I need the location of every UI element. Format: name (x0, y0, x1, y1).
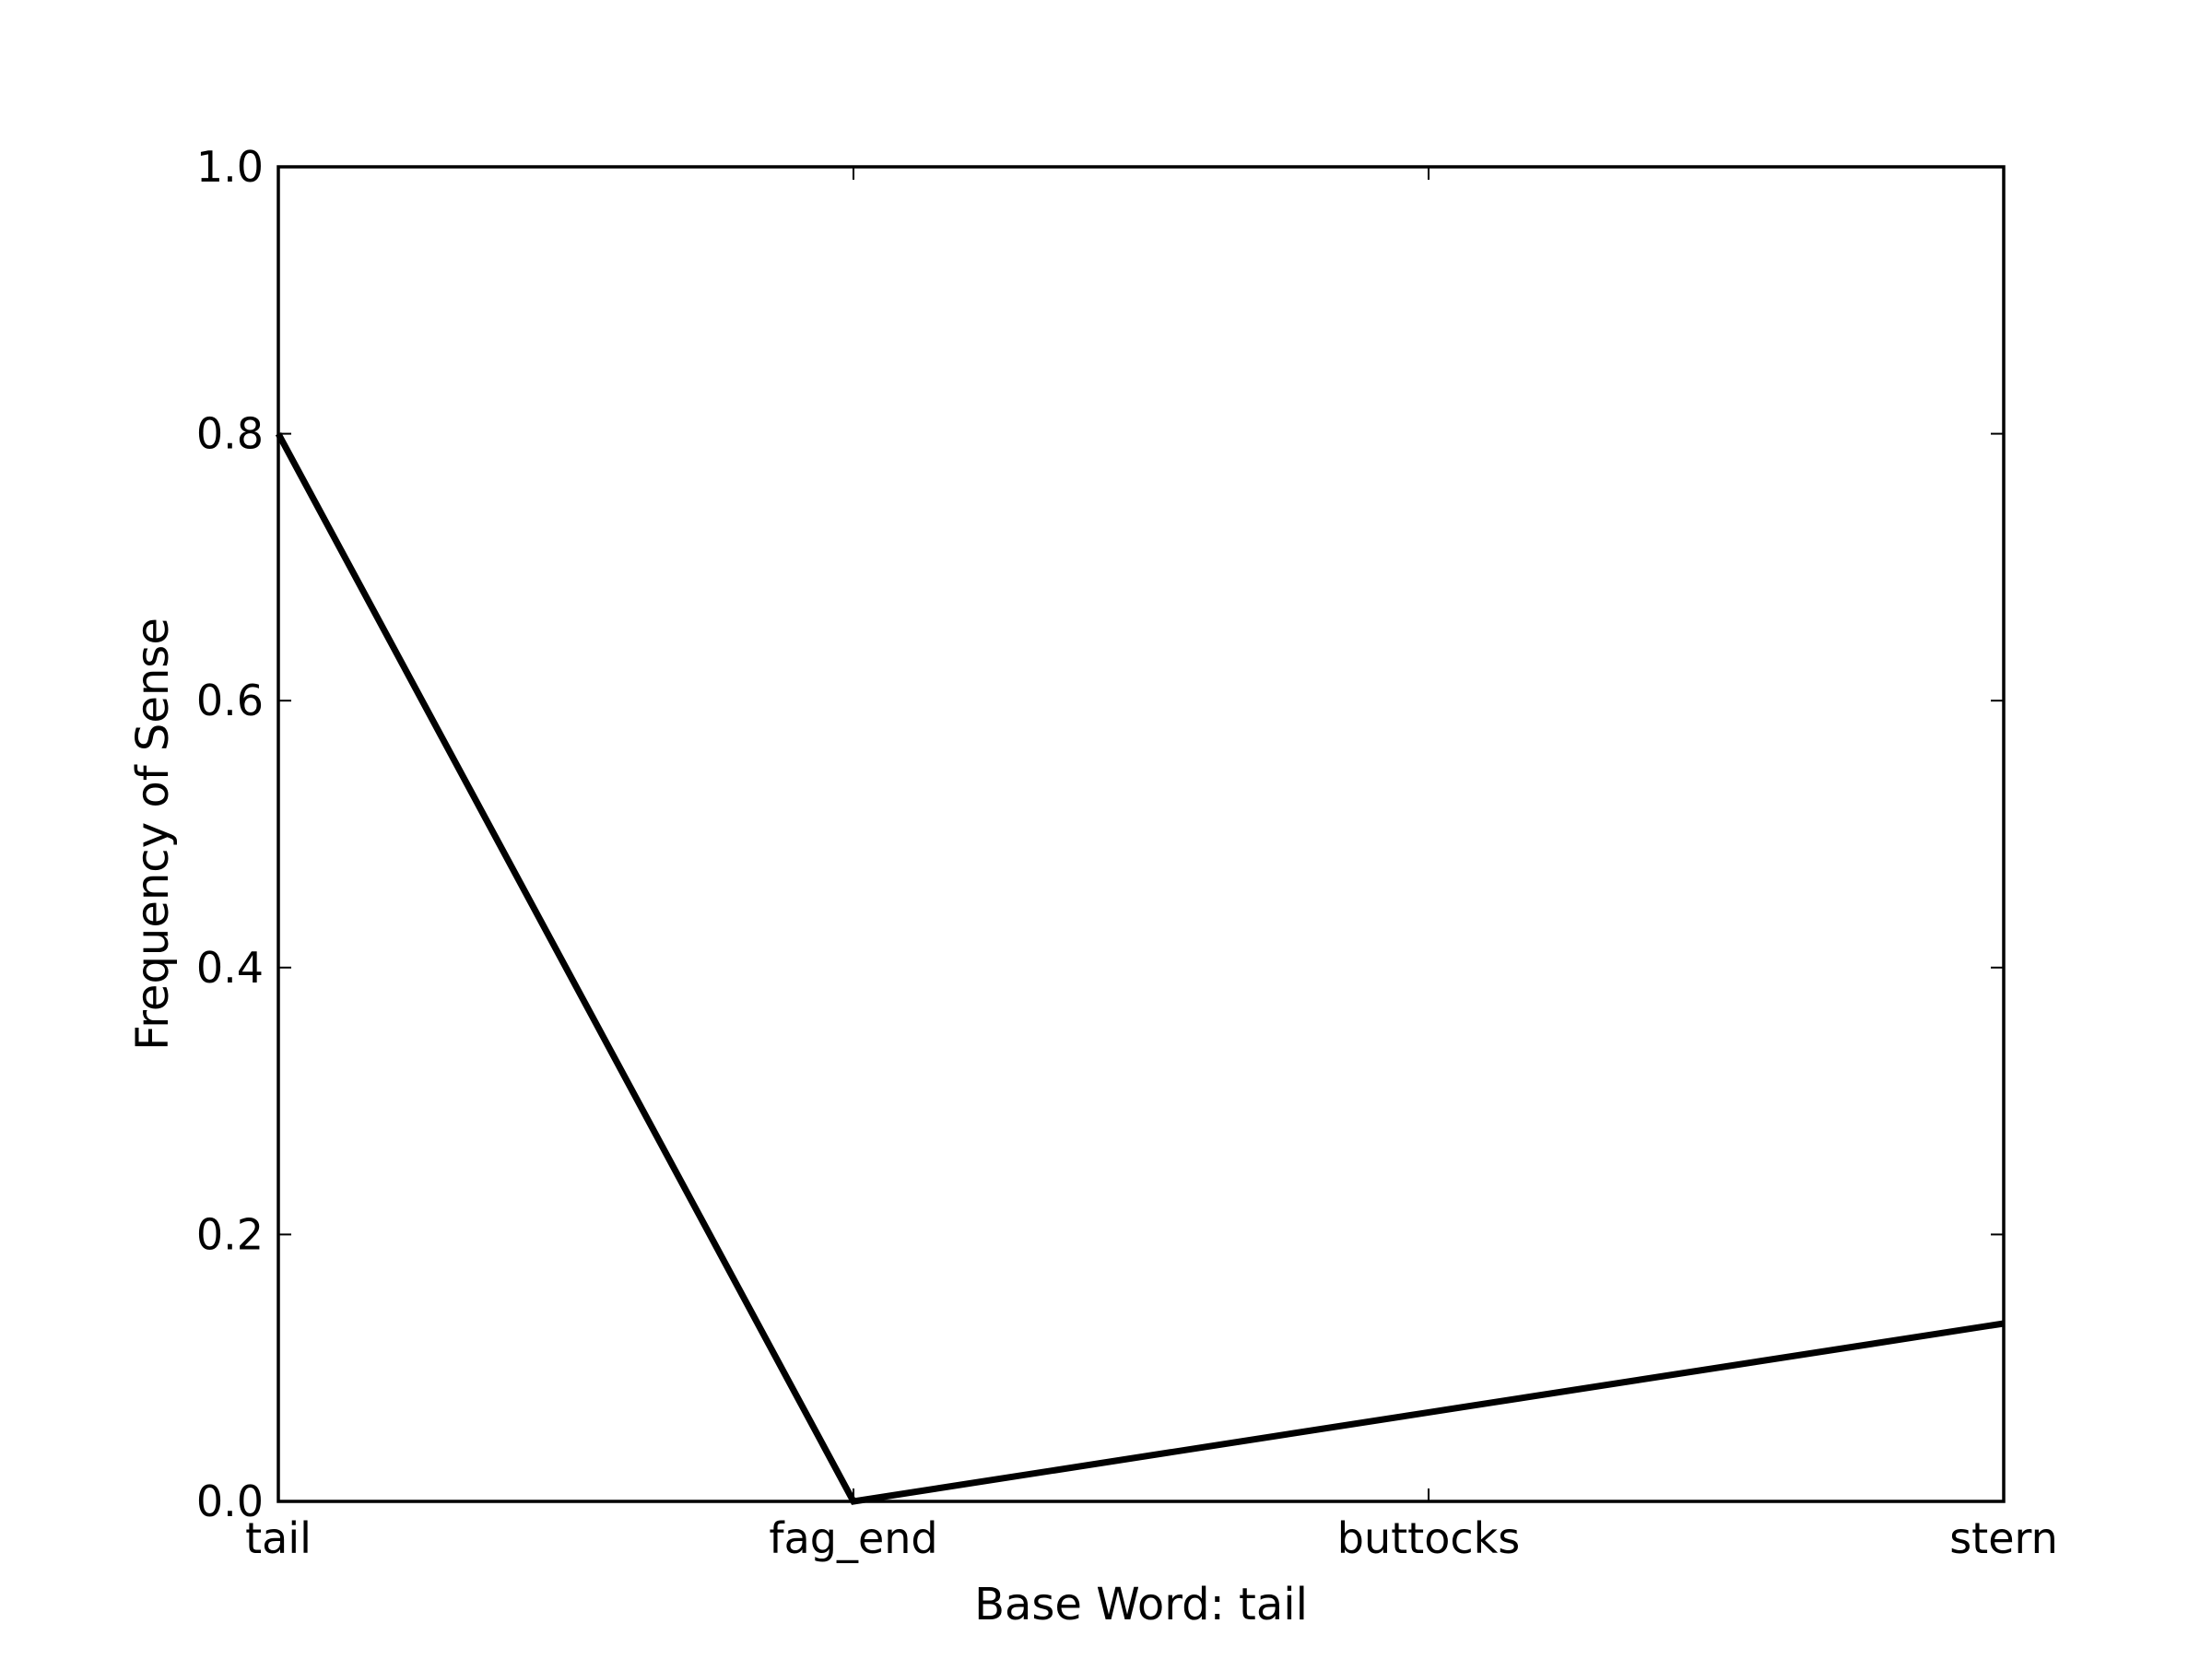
x-tick-label: buttocks (1337, 1513, 1520, 1563)
x-tick-label: tail (245, 1513, 312, 1563)
y-tick-label: 0.0 (196, 1477, 264, 1526)
y-tick-labels: 0.0 0.2 0.4 0.6 0.8 1.0 (196, 142, 264, 1526)
x-tick-label: stern (1949, 1513, 2058, 1563)
y-tick-label: 0.6 (196, 676, 264, 725)
y-tick-label: 0.8 (196, 409, 264, 459)
x-tick-label: fag_end (769, 1513, 937, 1563)
y-axis-label: Frequency of Sense (127, 618, 179, 1051)
y-tick-label: 1.0 (196, 142, 264, 192)
y-tick-label: 0.2 (196, 1209, 264, 1259)
x-axis-label: Base Word: tail (974, 1579, 1308, 1630)
x-tick-labels: tail fag_end buttocks stern (245, 1513, 2058, 1563)
plot-frame (276, 165, 2006, 1503)
series-line (275, 431, 2005, 1505)
y-tick-label: 0.4 (196, 943, 264, 993)
